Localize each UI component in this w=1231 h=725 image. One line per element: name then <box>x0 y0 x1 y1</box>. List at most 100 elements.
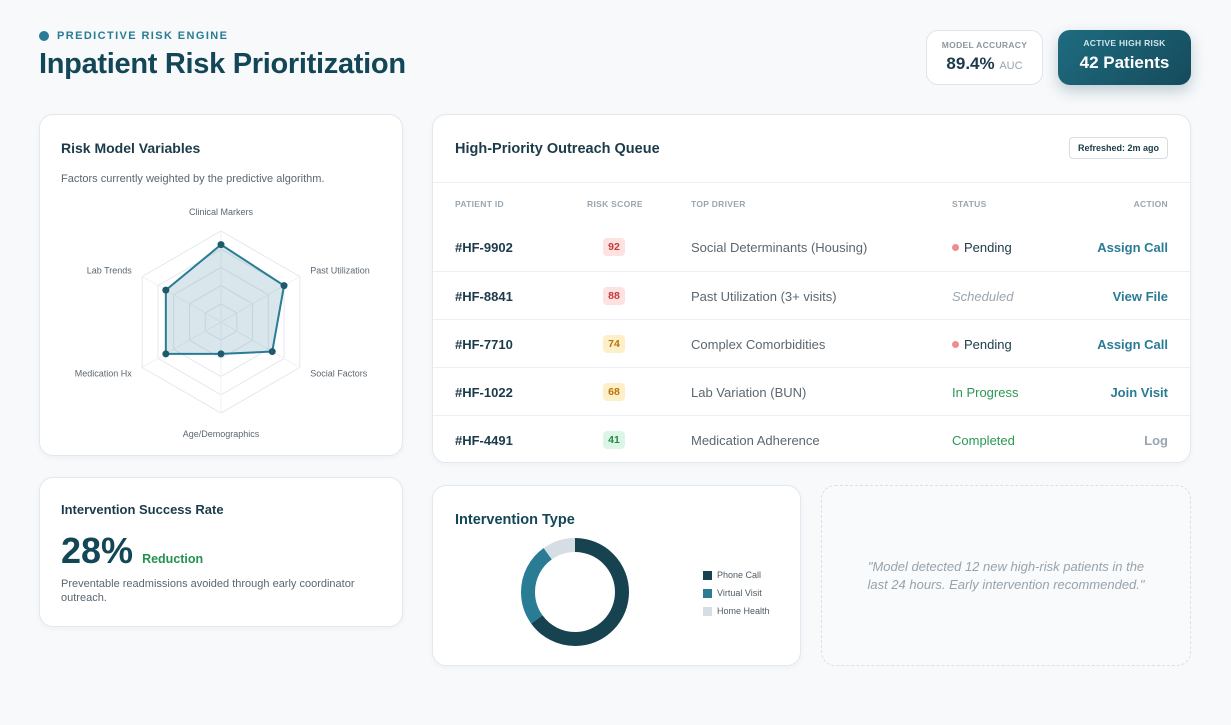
kpi-high-risk-value: 42 Patients <box>1079 53 1170 72</box>
risk-score-badge: 68 <box>603 383 625 401</box>
success-rate-description: Preventable readmissions avoided through… <box>61 578 355 604</box>
view-file-button[interactable]: View File <box>1112 288 1168 304</box>
legend-label: Home Health <box>717 606 770 616</box>
risk-score-badge: 74 <box>603 335 625 353</box>
intervention-type-card: Intervention Type Phone Call Virtual Vis… <box>432 485 801 666</box>
col-header-top-driver: TOP DRIVER <box>691 199 746 209</box>
insight-quote: "Model detected 12 new high-risk patient… <box>867 558 1145 592</box>
kpi-accuracy-value: 89.4% AUC <box>927 54 1042 74</box>
risk-score: 41 <box>600 416 628 464</box>
page-title: Inpatient Risk Prioritization <box>39 48 406 80</box>
kpi-active-high-risk[interactable]: ACTIVE HIGH RISK 42 Patients <box>1058 30 1191 85</box>
radar-data-point <box>217 241 225 249</box>
legend-swatch <box>703 588 712 598</box>
legend-swatch <box>703 570 712 580</box>
assign-call-button[interactable]: Assign Call <box>1097 336 1168 352</box>
radar-data-area <box>164 243 286 355</box>
status-dot-icon <box>39 31 49 41</box>
radar-data-point <box>162 350 170 358</box>
top-driver: Past Utilization (3+ visits) <box>691 288 837 304</box>
radar-data-point <box>268 348 276 356</box>
radar-data-point <box>280 282 288 290</box>
risk-model-card: Risk Model Variables Factors currently w… <box>39 114 403 456</box>
kpi-high-risk-label: ACTIVE HIGH RISK <box>1083 38 1166 48</box>
status-pending: Pending <box>952 320 1012 368</box>
top-driver: Medication Adherence <box>691 432 820 448</box>
radar-axis-line <box>141 321 222 368</box>
legend-item-home-health: Home Health <box>703 602 770 620</box>
risk-model-title: Risk Model Variables <box>61 140 201 156</box>
top-driver: Complex Comorbidities <box>691 336 826 352</box>
table-row[interactable]: #HF-8841 88 Past Utilization (3+ visits)… <box>433 271 1190 319</box>
risk-radar-chart: Clinical Markers Past Utilization Social F… <box>75 207 370 439</box>
radar-axis-label: Lab Trends <box>87 266 133 276</box>
risk-score: 74 <box>600 320 628 368</box>
donut-slice-virtual-visit <box>521 538 629 646</box>
assign-call-button[interactable]: Assign Call <box>1097 239 1168 255</box>
kpi-accuracy-number: 89.4% <box>946 54 995 73</box>
outreach-queue-card: High-Priority Outreach Queue Refreshed: … <box>432 114 1191 463</box>
top-driver: Lab Variation (BUN) <box>691 384 807 400</box>
success-rate-tag: Reduction <box>142 552 204 566</box>
eyebrow-label: PREDICTIVE RISK ENGINE <box>57 30 229 42</box>
col-header-patient-id: PATIENT ID <box>455 199 504 209</box>
table-row[interactable]: #HF-4491 41 Medication Adherence Complet… <box>433 415 1190 463</box>
insight-card: "Model detected 12 new high-risk patient… <box>821 485 1191 666</box>
risk-score-badge: 41 <box>603 431 625 449</box>
radar-axis-label: Medication Hx <box>75 369 133 379</box>
col-header-status: STATUS <box>952 199 987 209</box>
radar-axis-line <box>141 276 222 323</box>
page-header: PREDICTIVE RISK ENGINE Inpatient Risk Pr… <box>39 30 406 81</box>
status-scheduled: Scheduled <box>952 288 1014 304</box>
success-rate-card: Intervention Success Rate 28% Reduction … <box>39 477 403 627</box>
intervention-type-title: Intervention Type <box>455 512 575 528</box>
risk-score: 92 <box>600 223 628 271</box>
queue-divider <box>433 182 1190 183</box>
risk-score-badge: 92 <box>603 238 625 256</box>
risk-score: 88 <box>600 272 628 320</box>
success-rate-metric: 28% Reduction <box>61 530 203 572</box>
patient-id: #HF-9902 <box>455 239 513 255</box>
status-in-progress: In Progress <box>952 384 1019 400</box>
legend-item-phone-call: Phone Call <box>703 566 770 584</box>
intervention-donut-chart <box>521 538 629 646</box>
kpi-accuracy-unit: AUC <box>999 60 1023 72</box>
patient-id: #HF-7710 <box>455 336 513 352</box>
patient-id: #HF-4491 <box>455 432 513 448</box>
radar-axis-label: Age/Demographics <box>183 429 260 439</box>
top-driver: Social Determinants (Housing) <box>691 239 868 255</box>
join-visit-button[interactable]: Join Visit <box>1110 384 1168 400</box>
success-rate-title: Intervention Success Rate <box>61 502 224 517</box>
risk-score: 68 <box>600 368 628 416</box>
col-header-action: ACTION <box>1133 199 1168 209</box>
legend-item-virtual-visit: Virtual Visit <box>703 584 770 602</box>
queue-title: High-Priority Outreach Queue <box>455 141 660 157</box>
radar-axis-label: Clinical Markers <box>189 207 254 217</box>
intervention-legend: Phone Call Virtual Visit Home Health <box>703 566 770 620</box>
refresh-badge[interactable]: Refreshed: 2m ago <box>1068 137 1168 159</box>
donut-slice-home-health <box>521 538 629 646</box>
legend-label: Phone Call <box>717 570 762 580</box>
risk-model-subtitle: Factors currently weighted by the predic… <box>61 173 325 185</box>
patient-id: #HF-8841 <box>455 288 513 304</box>
kpi-model-accuracy: MODEL ACCURACY 89.4% AUC <box>926 30 1043 85</box>
kpi-accuracy-label: MODEL ACCURACY <box>941 40 1028 50</box>
radar-axis-label: Past Utilization <box>310 266 370 276</box>
legend-swatch <box>703 606 712 616</box>
radar-axis-line <box>220 321 301 368</box>
radar-data-point <box>217 350 225 358</box>
log-button[interactable]: Log <box>1144 432 1168 448</box>
col-header-risk-score: RISK SCORE <box>587 199 643 209</box>
legend-label: Virtual Visit <box>717 588 762 598</box>
success-rate-value: 28% <box>61 530 134 571</box>
table-row[interactable]: #HF-1022 68 Lab Variation (BUN) In Progr… <box>433 367 1190 415</box>
table-row[interactable]: #HF-7710 74 Complex Comorbidities Pendin… <box>433 319 1190 367</box>
eyebrow: PREDICTIVE RISK ENGINE <box>39 30 406 42</box>
risk-score-badge: 88 <box>603 287 625 305</box>
radar-axis-label: Social Factors <box>310 369 368 379</box>
status-completed: Completed <box>952 432 1015 448</box>
patient-id: #HF-1022 <box>455 384 513 400</box>
table-row[interactable]: #HF-9902 92 Social Determinants (Housing… <box>433 223 1190 271</box>
radar-data-point <box>162 286 170 294</box>
status-pending: Pending <box>952 223 1012 271</box>
